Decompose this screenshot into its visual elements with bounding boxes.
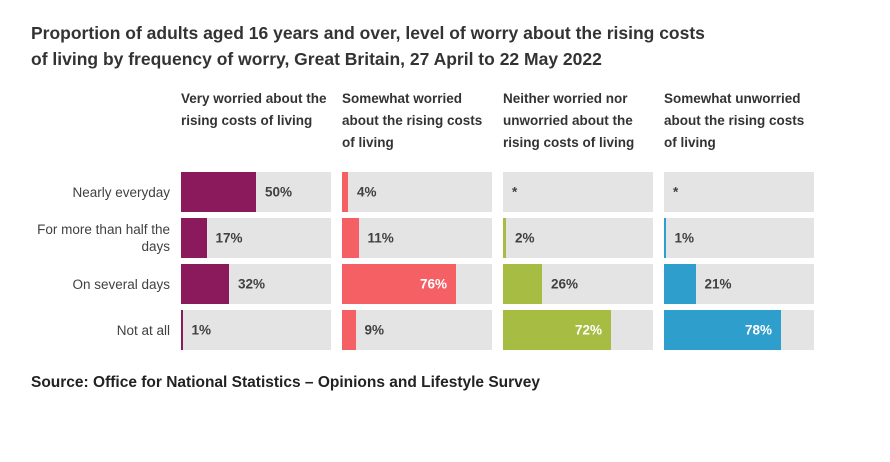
bar-value-label: 2% <box>515 230 535 246</box>
bar-track: 26% <box>503 264 653 304</box>
bar-value-label: 9% <box>364 322 385 338</box>
bar <box>181 172 256 212</box>
row-label: On several days <box>72 276 170 292</box>
corner-spacer <box>30 88 170 166</box>
row-label: For more than half the days <box>37 222 170 254</box>
column-header: Neither worried nor unworried about the … <box>503 91 635 150</box>
column-header: Very worried about the rising costs of l… <box>181 91 327 128</box>
bar-track: 11% <box>342 218 492 258</box>
bar <box>503 310 611 350</box>
bar <box>342 218 359 258</box>
bar <box>503 218 506 258</box>
bar-track: 78% <box>664 310 814 350</box>
source-text: Source: Office for National Statistics –… <box>31 374 541 391</box>
row-label: Not at all <box>116 322 170 338</box>
bar-track: 1% <box>181 310 331 350</box>
bar-track: 76% <box>342 264 492 304</box>
bar <box>664 218 666 258</box>
bar-track: 50% <box>181 172 331 212</box>
bar-track: 32% <box>181 264 331 304</box>
grouped-bar-chart: Very worried about the rising costs of l… <box>30 88 890 350</box>
bar <box>342 310 356 350</box>
bar <box>181 218 207 258</box>
chart-title: Proportion of adults aged 16 years and o… <box>31 23 705 69</box>
column-header: Somewhat worried about the rising costs … <box>342 91 483 150</box>
bar-value-label: 4% <box>357 184 377 200</box>
bar-value-label: 1% <box>674 230 695 246</box>
row-label: Nearly everyday <box>72 184 170 200</box>
bar <box>181 264 229 304</box>
bar-track: 4% <box>342 172 492 212</box>
bar-track: * <box>664 172 814 212</box>
bar-value-label: 11% <box>367 230 394 246</box>
bar-value-label: 17% <box>215 230 243 246</box>
bar <box>503 264 542 304</box>
bar-track: 17% <box>181 218 331 258</box>
bar-value-label: 50% <box>265 184 293 200</box>
bar-value-label: 26% <box>551 276 579 292</box>
bar <box>342 264 456 304</box>
bar-value-label: 32% <box>238 276 266 292</box>
bar-value-label: 21% <box>704 276 732 292</box>
bar <box>342 172 348 212</box>
bar-track: 2% <box>503 218 653 258</box>
bar-track: 1% <box>664 218 814 258</box>
bar <box>664 264 696 304</box>
column-header: Somewhat unworried about the rising cost… <box>664 91 805 150</box>
bar <box>181 310 183 350</box>
bar-value-label: * <box>512 184 518 200</box>
bar-track: 21% <box>664 264 814 304</box>
bar <box>664 310 781 350</box>
bar-track: 9% <box>342 310 492 350</box>
bar-value-label: 72% <box>574 322 602 338</box>
bar-value-label: 78% <box>744 322 772 338</box>
bar-track: 72% <box>503 310 653 350</box>
bar-value-label: 76% <box>419 276 447 292</box>
bar-value-label: 1% <box>191 322 212 338</box>
bar-value-label: * <box>673 184 679 200</box>
bar-track: * <box>503 172 653 212</box>
